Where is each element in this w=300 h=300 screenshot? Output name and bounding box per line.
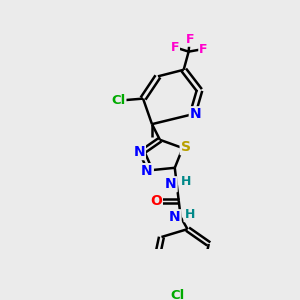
Text: F: F: [170, 41, 179, 54]
Text: N: N: [190, 107, 201, 121]
Text: S: S: [181, 140, 191, 154]
Text: N: N: [141, 164, 153, 178]
Text: N: N: [169, 210, 181, 224]
Text: N: N: [133, 145, 145, 159]
Text: Cl: Cl: [171, 289, 185, 300]
Text: O: O: [150, 194, 162, 208]
Text: Cl: Cl: [111, 94, 125, 107]
Text: H: H: [184, 208, 195, 221]
Text: N: N: [165, 177, 177, 191]
Text: F: F: [199, 43, 208, 56]
Text: F: F: [185, 33, 194, 46]
Text: H: H: [181, 175, 191, 188]
